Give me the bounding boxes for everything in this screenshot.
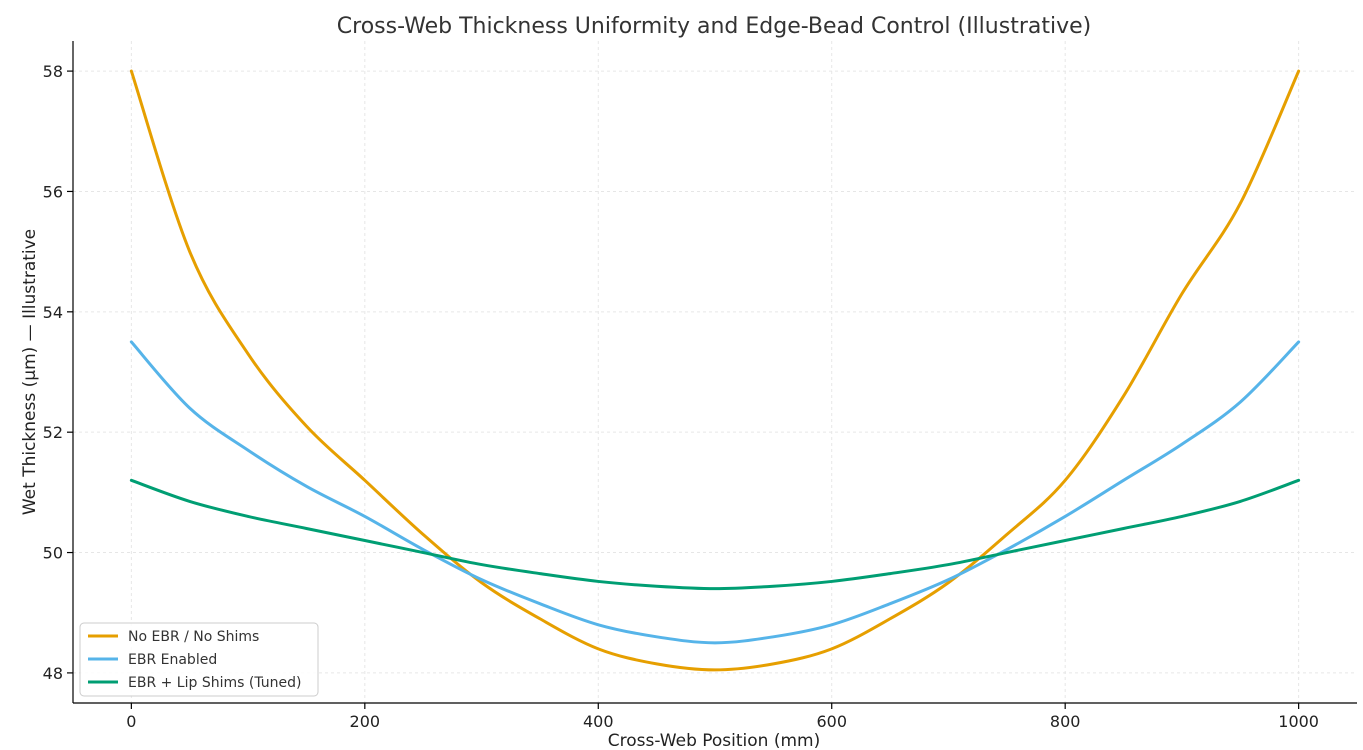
x-axis-label: Cross-Web Position (mm)	[608, 731, 821, 750]
series-line-no-ebr	[129, 69, 1301, 672]
x-tick-label: 600	[816, 712, 847, 731]
x-tick-label: 0	[126, 712, 136, 731]
y-axis-label: Wet Thickness (µm) — Illustrative	[20, 229, 40, 515]
y-tick-label: 56	[43, 182, 63, 201]
chart-title: Cross-Web Thickness Uniformity and Edge-…	[337, 14, 1091, 39]
x-tick-label: 200	[350, 712, 381, 731]
legend-label: EBR Enabled	[128, 652, 217, 668]
legend-label: EBR + Lip Shims (Tuned)	[128, 675, 301, 691]
x-axis-ticks: 0 200 400 600 800 1000	[126, 703, 1319, 731]
axes	[72, 41, 1357, 704]
x-tick-label: 1000	[1278, 712, 1319, 731]
legend-box	[79, 622, 319, 697]
x-tick-label: 800	[1050, 712, 1081, 731]
x-tick-label: 400	[583, 712, 614, 731]
series-line-ebr-enabled	[129, 340, 1301, 645]
legend-label: No EBR / No Shims	[128, 629, 259, 645]
y-tick-label: 54	[43, 303, 63, 322]
legend: No EBR / No Shims EBR Enabled EBR + Lip Sh…	[79, 622, 319, 697]
gridlines	[73, 41, 1357, 703]
y-tick-label: 50	[43, 544, 63, 563]
y-tick-label: 48	[43, 664, 63, 683]
y-axis-ticks: 48 50 52 54 56 58	[43, 62, 73, 683]
series-line-ebr-lip-shims	[129, 478, 1301, 591]
y-tick-label: 52	[43, 423, 63, 442]
y-tick-label: 58	[43, 62, 63, 81]
series-lines	[129, 69, 1301, 672]
